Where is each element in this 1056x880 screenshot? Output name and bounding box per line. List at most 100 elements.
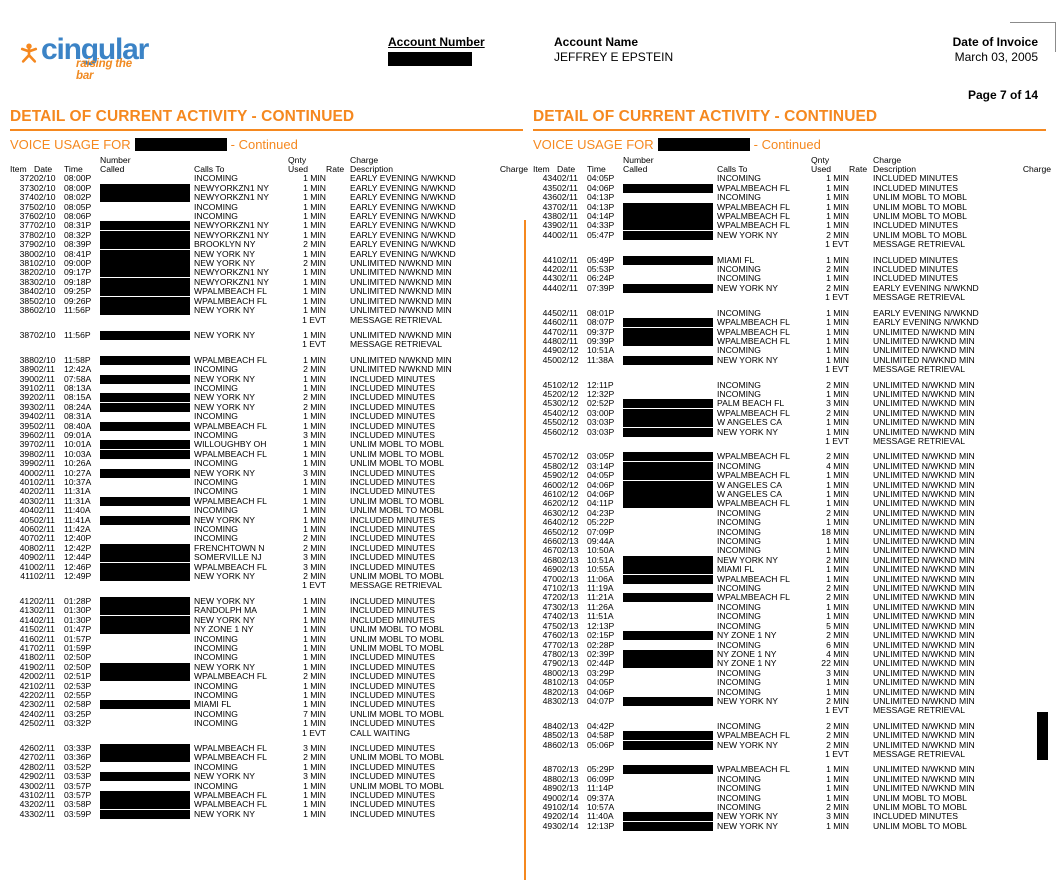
item-cell: 376 xyxy=(19,211,34,222)
rate-cell xyxy=(326,403,350,412)
time-cell: 11:19A xyxy=(587,583,614,594)
date-cell: 02/13 xyxy=(557,611,579,622)
item-cell: 389 xyxy=(19,364,34,375)
calls-to-cell: W ANGELES CA xyxy=(717,489,782,499)
item-cell: 455 xyxy=(542,417,557,428)
time-cell: 09:37P xyxy=(587,326,615,337)
item-cell: 461 xyxy=(542,489,557,499)
time-cell xyxy=(587,750,623,759)
charge-cell xyxy=(1005,452,1051,461)
number-called-cell xyxy=(100,615,194,625)
table-row: 440 02/11 05:47P NEW YORK NY 2 MIN UNLIM MOBL… xyxy=(533,229,1051,240)
number-called-redaction xyxy=(623,812,713,822)
charge-description-cell: UNLIMITED N/WKND MIN xyxy=(873,507,975,518)
table-row: 453 02/12 02:52P PALM BEACH FL 3 MIN UNLIMITE… xyxy=(533,398,1051,409)
number-called-cell xyxy=(100,506,194,515)
item-cell: 437 xyxy=(542,201,557,212)
date-cell: 02/10 xyxy=(34,211,56,222)
table-row: 464 02/12 05:22P INCOMING 1 MIN UNLIMITED N/W… xyxy=(533,517,1051,528)
charge-description-cell: INCLUDED MINUTES xyxy=(350,661,435,672)
number-called-cell xyxy=(623,584,717,593)
date-cell: 02/12 xyxy=(557,498,579,509)
qnty-used-cell: 2 MIN xyxy=(826,264,849,275)
time-cell: 04:13P xyxy=(587,192,615,203)
time-cell xyxy=(64,729,100,738)
rate-cell xyxy=(849,437,873,446)
number-called-empty xyxy=(100,782,194,791)
table-row: 398 02/11 10:03A WPALMBEACH FL 1 MIN UNLIM MO… xyxy=(10,449,528,459)
item-cell: 487 xyxy=(542,764,557,775)
item-cell: 396 xyxy=(19,429,34,440)
number-called-redaction xyxy=(623,740,713,750)
table-row: 467 02/13 10:50A INCOMING 1 MIN UNLIMITED N/W… xyxy=(533,546,1051,556)
charge-cell xyxy=(1005,509,1051,518)
number-called-cell xyxy=(100,421,194,431)
number-called-cell xyxy=(100,515,194,525)
charge-description-cell: EARLY EVENING N/WKND xyxy=(350,201,456,212)
table-row: 428 02/11 03:52P INCOMING 1 MIN INCLUDED MINU… xyxy=(10,762,528,772)
item-cell: 468 xyxy=(542,554,557,565)
item-cell: 381 xyxy=(19,258,34,269)
charge-cell xyxy=(482,553,528,562)
number-called-redaction xyxy=(623,499,713,509)
number-called-empty xyxy=(100,478,194,487)
calls-to-cell: NEW YORK NY xyxy=(717,229,778,240)
charge-description-cell: UNLIMITED N/WKND MIN xyxy=(350,286,452,297)
date-cell: 02/11 xyxy=(34,495,55,506)
header-number-right: Number xyxy=(623,154,654,165)
qnty-used-cell: 1 MIN xyxy=(826,220,849,231)
charge-description-cell: INCLUDED MINUTES xyxy=(873,173,958,184)
rate-cell xyxy=(326,316,350,325)
rate-cell xyxy=(326,525,350,534)
number-called-cell xyxy=(623,603,717,612)
table-row: 444 02/11 07:39P NEW YORK NY 2 MIN EARLY EVEN… xyxy=(533,283,1051,293)
date-cell: 02/12 xyxy=(557,398,579,409)
date-cell: 02/11 xyxy=(557,264,578,275)
item-cell: 484 xyxy=(542,720,557,731)
qnty-used-cell: 1 MIN xyxy=(303,192,326,203)
charge-description-cell: UNLIMITED N/WKND MIN xyxy=(873,451,975,462)
rate-cell xyxy=(849,650,873,659)
charge-cell xyxy=(482,597,528,606)
rate-cell xyxy=(326,553,350,562)
date-cell: 02/13 xyxy=(557,695,579,706)
section-title-right: DETAIL OF CURRENT ACTIVITY - CONTINUED xyxy=(533,108,878,125)
rate-cell xyxy=(326,431,350,440)
time-cell: 09:39P xyxy=(587,335,615,346)
item-cell: 483 xyxy=(542,695,557,706)
calls-to-cell: NY ZONE 1 NY xyxy=(717,648,777,659)
charge-description-cell: UNLIMITED N/WKND MIN xyxy=(873,764,975,775)
time-cell: 08:07P xyxy=(587,317,615,328)
item-cell: 406 xyxy=(19,524,34,535)
time-cell: 11:31A xyxy=(64,495,91,506)
charge-cell xyxy=(1005,622,1051,631)
item-cell: 414 xyxy=(19,614,34,625)
number-called-redaction xyxy=(100,468,190,478)
table-row: 448 02/11 09:39P WPALMBEACH FL 1 MIN UNLIMITE… xyxy=(533,335,1051,346)
calls-to-cell: INCOMING xyxy=(194,652,238,663)
number-called-redaction xyxy=(623,471,713,481)
table-row: 484 02/13 04:42P INCOMING 2 MIN UNLIMITED N/W… xyxy=(533,720,1051,731)
calls-to-cell: NEW YORK NY xyxy=(194,595,255,606)
qnty-used-cell: 2 MIN xyxy=(826,720,849,731)
account-number-redaction xyxy=(388,52,472,66)
table-row: 390 02/11 07:58A NEW YORK NY 1 MIN INCLUDED M… xyxy=(10,374,528,384)
time-cell: 02:44P xyxy=(587,658,615,669)
col-charge-left: Charge xyxy=(499,164,528,174)
charge-description-cell: UNLIMITED N/WKND MIN xyxy=(873,695,975,706)
charge-description-cell: UNLIMITED N/WKND MIN xyxy=(873,583,975,594)
time-cell: 05:22P xyxy=(587,517,615,528)
charge-cell xyxy=(482,212,528,221)
number-called-redaction xyxy=(623,327,713,337)
time-cell: 03:33P xyxy=(64,742,92,753)
table-header-row-left: Item Date Time Called Calls To Used Rate… xyxy=(10,164,528,174)
rate-cell xyxy=(326,478,350,487)
qnty-used-cell: 1 MIN xyxy=(826,201,849,212)
charge-cell xyxy=(1005,775,1051,784)
charge-cell xyxy=(1005,240,1051,249)
number-called-redaction xyxy=(623,212,713,222)
number-called-cell xyxy=(623,355,717,365)
charge-cell xyxy=(482,581,528,590)
charge-cell xyxy=(1005,203,1051,212)
rate-cell xyxy=(326,563,350,572)
